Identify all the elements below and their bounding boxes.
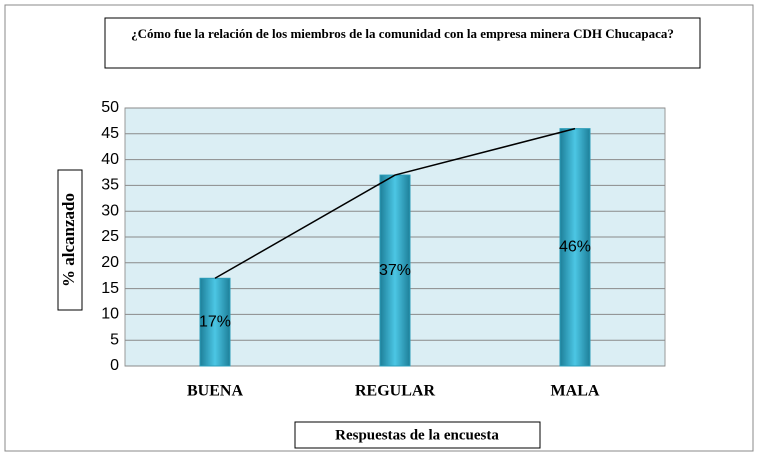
x-tick-label: BUENA bbox=[187, 383, 243, 400]
x-tick-label: MALA bbox=[551, 383, 600, 400]
value-label: 17% bbox=[199, 313, 231, 330]
y-tick-label: 10 bbox=[101, 306, 119, 323]
y-tick-label: 45 bbox=[101, 125, 119, 142]
x-tick-label: REGULAR bbox=[355, 383, 435, 400]
x-axis-label: Respuestas de la encuesta bbox=[335, 427, 499, 443]
y-tick-label: 30 bbox=[101, 202, 119, 219]
y-tick-label: 5 bbox=[110, 331, 119, 348]
y-tick-label: 35 bbox=[101, 177, 119, 194]
title-wrap: ¿Cómo fue la relación de los miembros de… bbox=[131, 26, 674, 41]
value-label: 37% bbox=[379, 262, 411, 279]
y-axis-label: % alcanzado bbox=[59, 193, 78, 287]
y-tick-label: 25 bbox=[101, 228, 119, 245]
y-tick-label: 15 bbox=[101, 280, 119, 297]
trend-line bbox=[214, 127, 576, 279]
value-label: 46% bbox=[559, 239, 591, 256]
bar bbox=[559, 128, 591, 367]
y-tick-label: 50 bbox=[101, 99, 119, 116]
title-box bbox=[104, 17, 701, 69]
y-tick-label: 0 bbox=[110, 357, 119, 374]
chart-title: ¿Cómo fue la relación de los miembros de… bbox=[131, 26, 674, 41]
x-label-box bbox=[294, 421, 541, 449]
y-label-box bbox=[57, 169, 83, 311]
y-tick-label: 40 bbox=[101, 151, 119, 168]
y-tick-label: 20 bbox=[101, 254, 119, 271]
frame bbox=[4, 4, 754, 452]
